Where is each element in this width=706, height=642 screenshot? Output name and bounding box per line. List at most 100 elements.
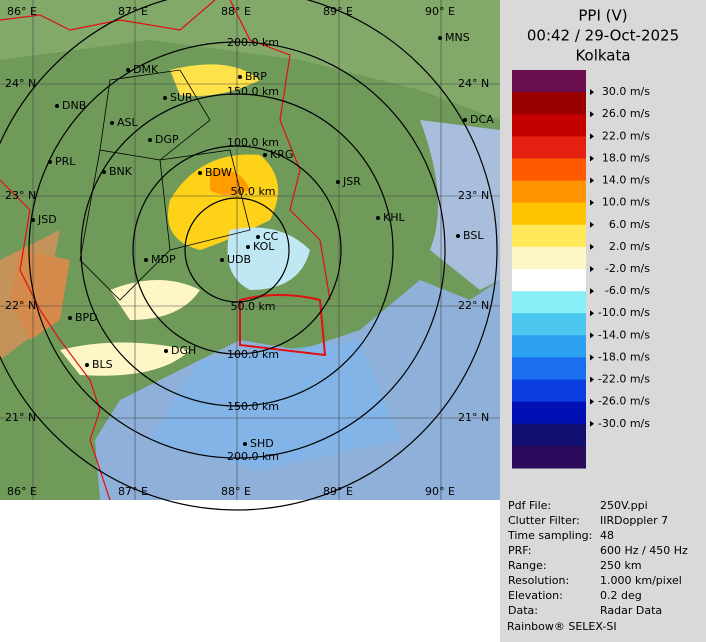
legend-label: 2.0 m/s [609, 240, 650, 253]
range-label: 100.0 km [227, 348, 279, 361]
legend-swatch [512, 291, 586, 314]
legend-pointer [590, 89, 594, 96]
city-marker [55, 104, 59, 108]
city-label: BRP [245, 70, 267, 83]
latitude-label: 21° N [5, 411, 36, 424]
longitude-label: 86° E [7, 5, 37, 18]
legend-label: 26.0 m/s [602, 107, 650, 120]
city-label: MDP [151, 253, 176, 266]
city-marker [164, 349, 168, 353]
city-marker [85, 363, 89, 367]
info-value: 1.000 km/pixel [600, 574, 682, 587]
legend-label: 18.0 m/s [602, 151, 650, 164]
city-label: PRL [55, 155, 76, 168]
range-label: 50.0 km [230, 185, 275, 198]
info-key: Pdf File: [508, 499, 551, 512]
info-value: 250V.ppi [600, 499, 648, 512]
legend-swatch [512, 445, 586, 469]
legend-swatch [512, 379, 586, 403]
city-label: BSL [463, 229, 484, 242]
info-key: Clutter Filter: [508, 514, 580, 527]
city-marker [456, 234, 460, 238]
echo [168, 154, 278, 250]
legend-swatch [512, 246, 586, 270]
city-label: DMK [133, 63, 159, 76]
range-ring [132, 145, 342, 355]
range-ring [28, 41, 446, 459]
latitude-label: 23° N [458, 189, 489, 202]
timestamp: 00:42 / 29-Oct-2025 [527, 27, 679, 45]
legend-pointer [590, 310, 594, 317]
longitude-label: 90° E [425, 485, 455, 498]
range-ring [80, 93, 394, 407]
city-marker [246, 245, 250, 249]
title: PPI (V) [578, 7, 627, 25]
city-marker [438, 36, 442, 40]
city-marker [463, 118, 467, 122]
city-label: DGP [155, 133, 179, 146]
city-label: DNB [62, 99, 86, 112]
city-marker [243, 442, 247, 446]
info-value: Radar Data [600, 604, 662, 617]
city-label: BPD [75, 311, 98, 324]
range-label: 100.0 km [227, 136, 279, 149]
city-label: BNK [109, 165, 133, 178]
city-marker [126, 68, 130, 72]
station: Kolkata [575, 47, 630, 65]
city-marker [48, 160, 52, 164]
city-marker [336, 180, 340, 184]
range-label: 150.0 km [227, 400, 279, 413]
city-marker [110, 121, 114, 125]
legend-label: 14.0 m/s [602, 174, 650, 187]
legend-label: 30.0 m/s [602, 85, 650, 98]
echo [110, 280, 200, 320]
city-marker [198, 171, 202, 175]
range-label: 50.0 km [230, 300, 275, 313]
legend-swatch [512, 423, 586, 447]
info-value: IIRDoppler 7 [600, 514, 668, 527]
latitude-label: 22° N [5, 299, 36, 312]
range-ring [0, 0, 498, 511]
legend-pointer [590, 199, 594, 206]
legend-pointer [590, 288, 594, 295]
range-label: 200.0 km [227, 36, 279, 49]
land-hills [10, 250, 70, 340]
longitude-label: 89° E [323, 485, 353, 498]
range-ring [184, 197, 290, 303]
legend-label: -26.0 m/s [598, 395, 650, 408]
legend-pointer [590, 155, 594, 162]
longitude-label: 86° E [7, 485, 37, 498]
legend-label: -22.0 m/s [598, 373, 650, 386]
legend-swatch [512, 202, 586, 226]
legend-label: 10.0 m/s [602, 196, 650, 209]
legend-swatch [512, 114, 586, 137]
legend-label: -14.0 m/s [598, 328, 650, 341]
legend-pointer [590, 221, 594, 228]
info-key: PRF: [508, 544, 531, 557]
legend-label: -18.0 m/s [598, 350, 650, 363]
info-key: Range: [508, 559, 547, 572]
city-marker [102, 170, 106, 174]
legend-label: 6.0 m/s [609, 218, 650, 231]
info-key: Elevation: [508, 589, 563, 602]
legend-pointer [590, 266, 594, 272]
city-label: BLS [92, 358, 113, 371]
info-value: 0.2 deg [600, 589, 642, 602]
city-marker [376, 216, 380, 220]
legend-pointer [590, 332, 594, 339]
latitude-label: 22° N [458, 299, 489, 312]
city-marker [68, 316, 72, 320]
city-label: SHD [250, 437, 274, 450]
district-boundary [79, 69, 251, 301]
graticule [0, 0, 500, 500]
longitude-label: 90° E [425, 5, 455, 18]
legend-swatch [512, 136, 586, 159]
legend-swatch [512, 357, 586, 381]
city-marker [238, 75, 242, 79]
city-marker [144, 258, 148, 262]
echo [150, 340, 400, 470]
longitude-label: 87° E [118, 5, 148, 18]
city-label: DCA [470, 113, 494, 126]
city-marker [256, 235, 260, 239]
